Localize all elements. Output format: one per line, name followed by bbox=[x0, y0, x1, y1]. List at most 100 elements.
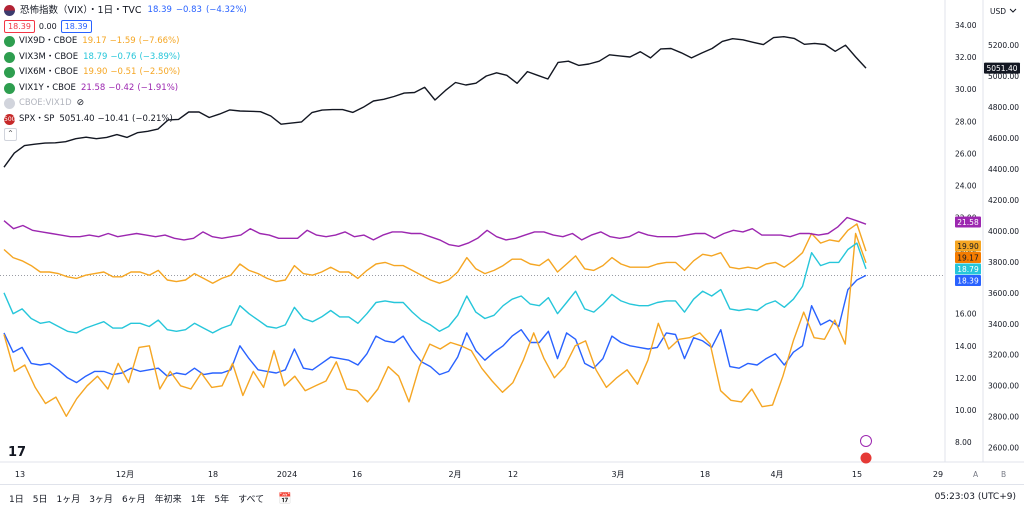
x-axis-tick-label: 3月 bbox=[611, 470, 624, 479]
legend-pct: (−3.89%) bbox=[139, 51, 181, 62]
series-line-vix9d bbox=[3, 232, 867, 417]
legend-last: 19.17 bbox=[82, 36, 107, 47]
left-axis-tick-label: 14.00 bbox=[955, 342, 977, 351]
legend-change: −0.42 bbox=[108, 82, 135, 93]
right-axis-tick-label: 3000.00 bbox=[988, 382, 1019, 391]
legend-series-name: VIX6M・CBOE bbox=[19, 67, 79, 78]
legend-row[interactable]: VIX3M・CBOE 18.79 −0.76 (−3.89%) bbox=[4, 50, 247, 66]
series-line-vix6m bbox=[3, 223, 867, 284]
legend-last: 18.79 bbox=[83, 51, 108, 62]
range-button[interactable]: 6ヶ月 bbox=[121, 494, 146, 505]
right-axis-tick-label: 4200.00 bbox=[988, 196, 1019, 205]
legend-change: −10.41 bbox=[97, 113, 129, 124]
clock-readout: 05:23:03 (UTC+9) bbox=[934, 492, 1016, 502]
right-axis-tick-label: 5000.00 bbox=[988, 72, 1019, 81]
eye-icon[interactable] bbox=[4, 51, 15, 63]
price-axis-value-text: 19.17 bbox=[957, 254, 979, 263]
legend-last: 19.90 bbox=[83, 67, 108, 78]
price-axis-value-tag bbox=[955, 252, 981, 263]
legend-series-name: SPX・SP bbox=[19, 113, 55, 124]
left-axis-tick-label: 12.00 bbox=[955, 374, 977, 383]
legend-series-name: VIX3M・CBOE bbox=[19, 51, 79, 62]
legend-pct: (−1.91%) bbox=[137, 82, 179, 93]
right-axis-tick-label: 4400.00 bbox=[988, 165, 1019, 174]
left-axis-tick-label: 26.00 bbox=[955, 149, 977, 158]
price-axis-value-tag bbox=[955, 275, 981, 286]
right-axis-tick-label: 4000.00 bbox=[988, 227, 1019, 236]
right-axis-tick-label: 3400.00 bbox=[988, 320, 1019, 329]
event-flash-icon bbox=[860, 435, 872, 447]
x-axis-tick-label: 12月 bbox=[116, 470, 134, 479]
calendar-goto-icon[interactable]: 📅 bbox=[278, 491, 292, 505]
bottom-toolbar: 1日 5日 1ヶ月 3ヶ月 6ヶ月 年初来 1年 5年 すべて 📅 05:23:03 (UTC+… bbox=[0, 484, 1024, 511]
range-button[interactable]: 5日 bbox=[32, 494, 48, 505]
legend-change: −0.76 bbox=[110, 51, 137, 62]
left-axis-tick-label: 28.00 bbox=[955, 117, 977, 126]
us-flag-icon bbox=[4, 5, 15, 17]
price-axis-value-tag bbox=[955, 240, 981, 252]
eye-icon[interactable] bbox=[4, 82, 15, 94]
log-scale-button[interactable]: B bbox=[1001, 470, 1007, 479]
last-price: 18.39 bbox=[147, 5, 172, 16]
currency-label: USD bbox=[990, 7, 1006, 16]
left-axis-tick-label: 8.00 bbox=[955, 438, 972, 447]
series-line-spx bbox=[3, 36, 867, 168]
price-axis-value-tag bbox=[955, 216, 981, 228]
right-axis-tick-label: 3200.00 bbox=[988, 351, 1019, 360]
main-symbol-row: 恐怖指数（VIX）・1日・TVC 18.39 −0.83 (−4.32%) bbox=[4, 3, 247, 19]
x-axis-tick-label: 16 bbox=[352, 470, 362, 479]
symbol-title[interactable]: 恐怖指数（VIX）・1日・TVC bbox=[20, 5, 142, 17]
series-line-vix bbox=[3, 274, 867, 384]
comparison-series-list: VIX9D・CBOE 19.17 −1.59 (−7.66%) VIX3M・CBOE 18… bbox=[4, 34, 247, 127]
x-axis-tick-label: 2月 bbox=[448, 470, 461, 479]
eye-icon[interactable] bbox=[4, 67, 15, 79]
collapse-legend-button[interactable]: ⌃ bbox=[4, 128, 17, 142]
legend-series-name: VIX1Y・CBOE bbox=[19, 82, 76, 93]
legend-row[interactable]: VIX6M・CBOE 19.90 −0.51 (−2.50%) bbox=[4, 65, 247, 81]
x-axis-tick-label: 13 bbox=[15, 470, 25, 479]
legend-row[interactable]: VIX1Y・CBOE 21.58 −0.42 (−1.91%) bbox=[4, 81, 247, 97]
spread-value: 0.00 bbox=[38, 21, 57, 31]
left-axis-tick-label: 32.00 bbox=[955, 53, 977, 62]
range-button[interactable]: 5年 bbox=[214, 494, 230, 505]
spx-axis-value-text: 5051.40 bbox=[986, 64, 1017, 73]
sp500-badge-icon[interactable]: 500 bbox=[4, 113, 16, 125]
auto-scale-button[interactable]: A bbox=[973, 470, 979, 479]
series-line-vix3m bbox=[3, 242, 867, 334]
left-axis-tick-label: 30.00 bbox=[955, 85, 977, 94]
chevron-down-icon bbox=[1009, 8, 1017, 13]
eye-off-icon[interactable]: ⊘ bbox=[76, 98, 85, 109]
legend-row[interactable]: CBOE:VIX1D ⊘ bbox=[4, 96, 247, 112]
eye-icon[interactable] bbox=[4, 36, 15, 48]
legend-pct: (−7.66%) bbox=[138, 36, 180, 47]
range-button[interactable]: 1年 bbox=[190, 494, 206, 505]
price-axis-value-text: 21.58 bbox=[957, 218, 979, 227]
legend-row[interactable]: VIX9D・CBOE 19.17 −1.59 (−7.66%) bbox=[4, 34, 247, 50]
ask-box[interactable]: 18.39 bbox=[60, 19, 92, 33]
bid-box[interactable]: 18.39 bbox=[4, 19, 35, 33]
range-button[interactable]: 3ヶ月 bbox=[89, 494, 113, 505]
range-button[interactable]: 1ヶ月 bbox=[56, 494, 81, 505]
legend-row[interactable]: 500 SPX・SP 5051.40 −10.41 (−0.21%) bbox=[4, 112, 247, 128]
legend-last: 21.58 bbox=[80, 82, 106, 93]
tradingview-logo-icon: 17 bbox=[8, 445, 26, 460]
right-axis-tick-label: 2800.00 bbox=[988, 413, 1019, 422]
range-button[interactable]: 1日 bbox=[9, 494, 24, 505]
legend-last: 5051.40 bbox=[59, 113, 95, 124]
left-axis-tick-label: 10.00 bbox=[955, 406, 977, 415]
right-axis-tick-label: 2600.00 bbox=[988, 444, 1019, 453]
x-axis-tick-label: 2024 bbox=[277, 470, 297, 479]
price-axis-value-text: 19.90 bbox=[957, 242, 979, 251]
eye-off-icon[interactable] bbox=[4, 98, 15, 110]
right-axis-tick-label: 3800.00 bbox=[988, 258, 1019, 267]
us-flag-event-icon bbox=[860, 452, 872, 464]
range-button[interactable]: すべて bbox=[238, 494, 265, 505]
range-button[interactable]: 年初来 bbox=[154, 494, 182, 505]
x-axis-tick-label: 12 bbox=[508, 470, 518, 479]
price-axis-value-text: 18.79 bbox=[957, 265, 979, 274]
spx-axis-value-tag bbox=[984, 62, 1020, 74]
x-axis-tick-label: 29 bbox=[933, 470, 943, 479]
left-axis-tick-label: 16.00 bbox=[955, 310, 977, 319]
right-axis-tick-label: 5200.00 bbox=[988, 41, 1019, 50]
